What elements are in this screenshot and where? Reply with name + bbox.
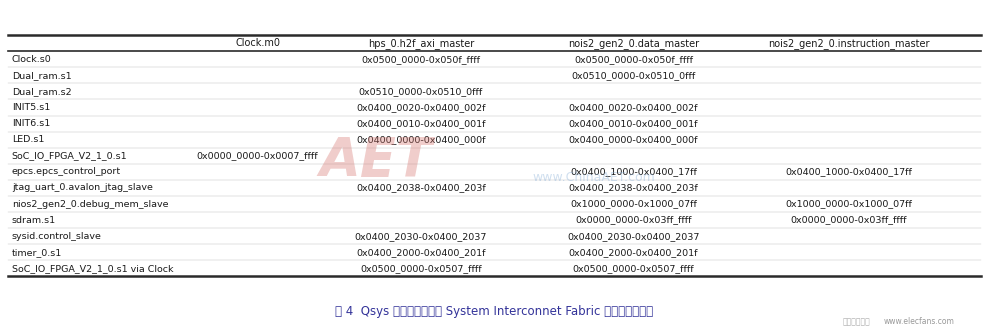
- Text: AET: AET: [319, 135, 432, 187]
- Text: 0x0510_0000-0x0510_0fff: 0x0510_0000-0x0510_0fff: [572, 71, 695, 80]
- Text: 0x0400_0000-0x0400_000f: 0x0400_0000-0x0400_000f: [356, 135, 486, 144]
- Text: 0x0400_1000-0x0400_17ff: 0x0400_1000-0x0400_17ff: [785, 168, 912, 176]
- Text: jtag_uart_0.avalon_jtag_slave: jtag_uart_0.avalon_jtag_slave: [12, 184, 152, 192]
- Text: LED.s1: LED.s1: [12, 135, 45, 144]
- Text: Dual_ram.s2: Dual_ram.s2: [12, 87, 71, 96]
- Text: 0x0000_0000-0x03ff_ffff: 0x0000_0000-0x03ff_ffff: [576, 216, 691, 224]
- Text: 电子技术应用: 电子技术应用: [843, 317, 870, 326]
- Text: www.elecfans.com: www.elecfans.com: [883, 317, 954, 326]
- Text: 0x0400_2038-0x0400_203f: 0x0400_2038-0x0400_203f: [569, 184, 698, 192]
- Text: epcs.epcs_control_port: epcs.epcs_control_port: [12, 168, 121, 176]
- Text: 0x0400_0020-0x0400_002f: 0x0400_0020-0x0400_002f: [569, 103, 698, 112]
- Text: 0x0500_0000-0x050f_ffff: 0x0500_0000-0x050f_ffff: [361, 55, 481, 64]
- Text: SoC_IO_FPGA_V2_1_0.s1: SoC_IO_FPGA_V2_1_0.s1: [12, 151, 128, 160]
- Text: 0x0400_0020-0x0400_002f: 0x0400_0020-0x0400_002f: [356, 103, 486, 112]
- Text: hps_0.h2f_axi_master: hps_0.h2f_axi_master: [368, 38, 474, 49]
- Text: INIT5.s1: INIT5.s1: [12, 103, 50, 112]
- Text: 0x0000_0000-0x0007_ffff: 0x0000_0000-0x0007_ffff: [197, 151, 318, 160]
- Text: 0x0400_2030-0x0400_2037: 0x0400_2030-0x0400_2037: [568, 232, 699, 241]
- Text: 0x0400_2000-0x0400_201f: 0x0400_2000-0x0400_201f: [569, 248, 698, 257]
- Text: 0x1000_0000-0x1000_07ff: 0x1000_0000-0x1000_07ff: [570, 200, 697, 208]
- Text: 0x0400_0010-0x0400_001f: 0x0400_0010-0x0400_001f: [569, 119, 698, 128]
- Text: 0x0400_2000-0x0400_201f: 0x0400_2000-0x0400_201f: [356, 248, 486, 257]
- Text: 0x0500_0000-0x050f_ffff: 0x0500_0000-0x050f_ffff: [574, 55, 693, 64]
- Text: 0x0400_2038-0x0400_203f: 0x0400_2038-0x0400_203f: [356, 184, 486, 192]
- Text: Clock.m0: Clock.m0: [235, 38, 280, 48]
- Text: INIT6.s1: INIT6.s1: [12, 119, 50, 128]
- Text: Clock.s0: Clock.s0: [12, 55, 51, 64]
- Text: 0x0400_0000-0x0400_000f: 0x0400_0000-0x0400_000f: [569, 135, 698, 144]
- Text: 0x0000_0000-0x03ff_ffff: 0x0000_0000-0x03ff_ffff: [790, 216, 907, 224]
- Text: sysid.control_slave: sysid.control_slave: [12, 232, 102, 241]
- Text: nois2_gen2_0.data_master: nois2_gen2_0.data_master: [568, 38, 699, 49]
- Text: 0x0400_2030-0x0400_2037: 0x0400_2030-0x0400_2037: [355, 232, 487, 241]
- Text: SoC_IO_FPGA_V2_1_0.s1 via Clock: SoC_IO_FPGA_V2_1_0.s1 via Clock: [12, 264, 173, 273]
- Text: 图 4  Qsys 系统各组件位于 System Interconnet Fabric 的地址分配范围: 图 4 Qsys 系统各组件位于 System Interconnet Fabr…: [335, 305, 654, 318]
- Text: 0x0500_0000-0x0507_ffff: 0x0500_0000-0x0507_ffff: [360, 264, 482, 273]
- Text: 0x0400_1000-0x0400_17ff: 0x0400_1000-0x0400_17ff: [570, 168, 697, 176]
- Text: 0x0500_0000-0x0507_ffff: 0x0500_0000-0x0507_ffff: [573, 264, 694, 273]
- Text: 0x1000_0000-0x1000_07ff: 0x1000_0000-0x1000_07ff: [785, 200, 912, 208]
- Text: 0x0400_0010-0x0400_001f: 0x0400_0010-0x0400_001f: [356, 119, 486, 128]
- Text: nios2_gen2_0.debug_mem_slave: nios2_gen2_0.debug_mem_slave: [12, 200, 168, 208]
- Text: www.ChinaAET.com: www.ChinaAET.com: [532, 171, 655, 184]
- Text: sdram.s1: sdram.s1: [12, 216, 56, 224]
- Text: timer_0.s1: timer_0.s1: [12, 248, 62, 257]
- Text: 0x0510_0000-0x0510_0fff: 0x0510_0000-0x0510_0fff: [359, 87, 483, 96]
- Text: Dual_ram.s1: Dual_ram.s1: [12, 71, 71, 80]
- Text: nois2_gen2_0.instruction_master: nois2_gen2_0.instruction_master: [767, 38, 930, 49]
